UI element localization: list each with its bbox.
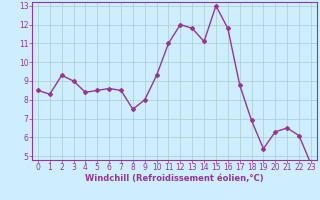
X-axis label: Windchill (Refroidissement éolien,°C): Windchill (Refroidissement éolien,°C) — [85, 174, 264, 183]
